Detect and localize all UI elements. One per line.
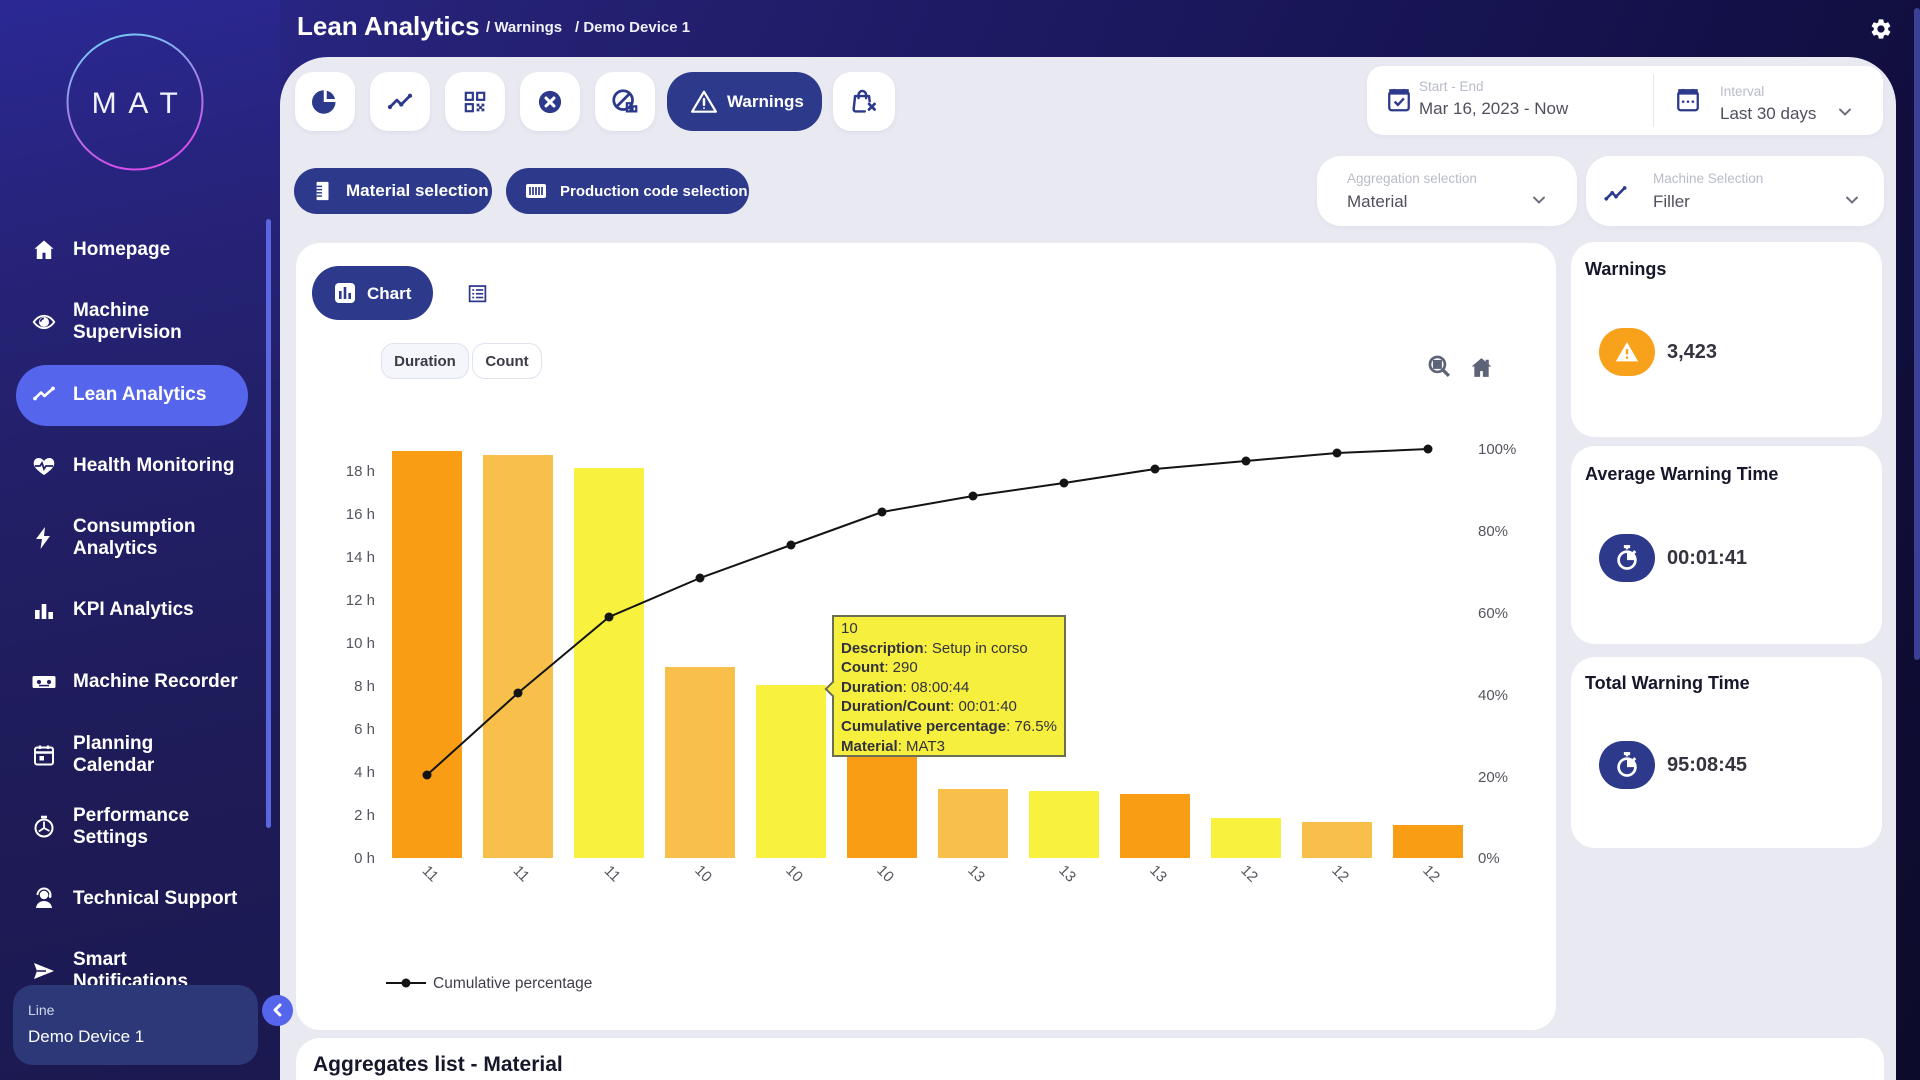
svg-text:11: 11 bbox=[419, 862, 442, 885]
svg-text:12: 12 bbox=[1237, 862, 1261, 886]
svg-text:40%: 40% bbox=[1478, 687, 1508, 704]
svg-text:20%: 20% bbox=[1478, 769, 1508, 786]
svg-text:12: 12 bbox=[1328, 862, 1352, 886]
svg-text:10: 10 bbox=[873, 862, 897, 886]
svg-text:13: 13 bbox=[1146, 862, 1170, 886]
svg-text:11: 11 bbox=[601, 862, 624, 885]
svg-text:0%: 0% bbox=[1478, 850, 1500, 867]
svg-text:Cumulative percentage: Cumulative percentage bbox=[433, 975, 592, 992]
svg-text:8 h: 8 h bbox=[354, 678, 375, 695]
svg-text:M A T: M A T bbox=[92, 87, 181, 120]
svg-text:12 h: 12 h bbox=[346, 592, 375, 609]
svg-text:14 h: 14 h bbox=[346, 549, 375, 566]
svg-text:60%: 60% bbox=[1478, 605, 1508, 622]
svg-text:11: 11 bbox=[510, 862, 533, 885]
svg-text:10 h: 10 h bbox=[346, 635, 375, 652]
svg-text:16 h: 16 h bbox=[346, 506, 375, 523]
svg-text:100%: 100% bbox=[1478, 441, 1516, 458]
svg-text:13: 13 bbox=[964, 862, 988, 886]
svg-text:10: 10 bbox=[691, 862, 715, 886]
svg-text:80%: 80% bbox=[1478, 523, 1508, 540]
svg-text:4 h: 4 h bbox=[354, 764, 375, 781]
svg-text:0 h: 0 h bbox=[354, 850, 375, 867]
svg-text:6 h: 6 h bbox=[354, 721, 375, 738]
svg-text:10: 10 bbox=[782, 862, 806, 886]
svg-text:12: 12 bbox=[1419, 862, 1443, 886]
svg-text:13: 13 bbox=[1055, 862, 1079, 886]
svg-text:18 h: 18 h bbox=[346, 463, 375, 480]
svg-text:2 h: 2 h bbox=[354, 807, 375, 824]
